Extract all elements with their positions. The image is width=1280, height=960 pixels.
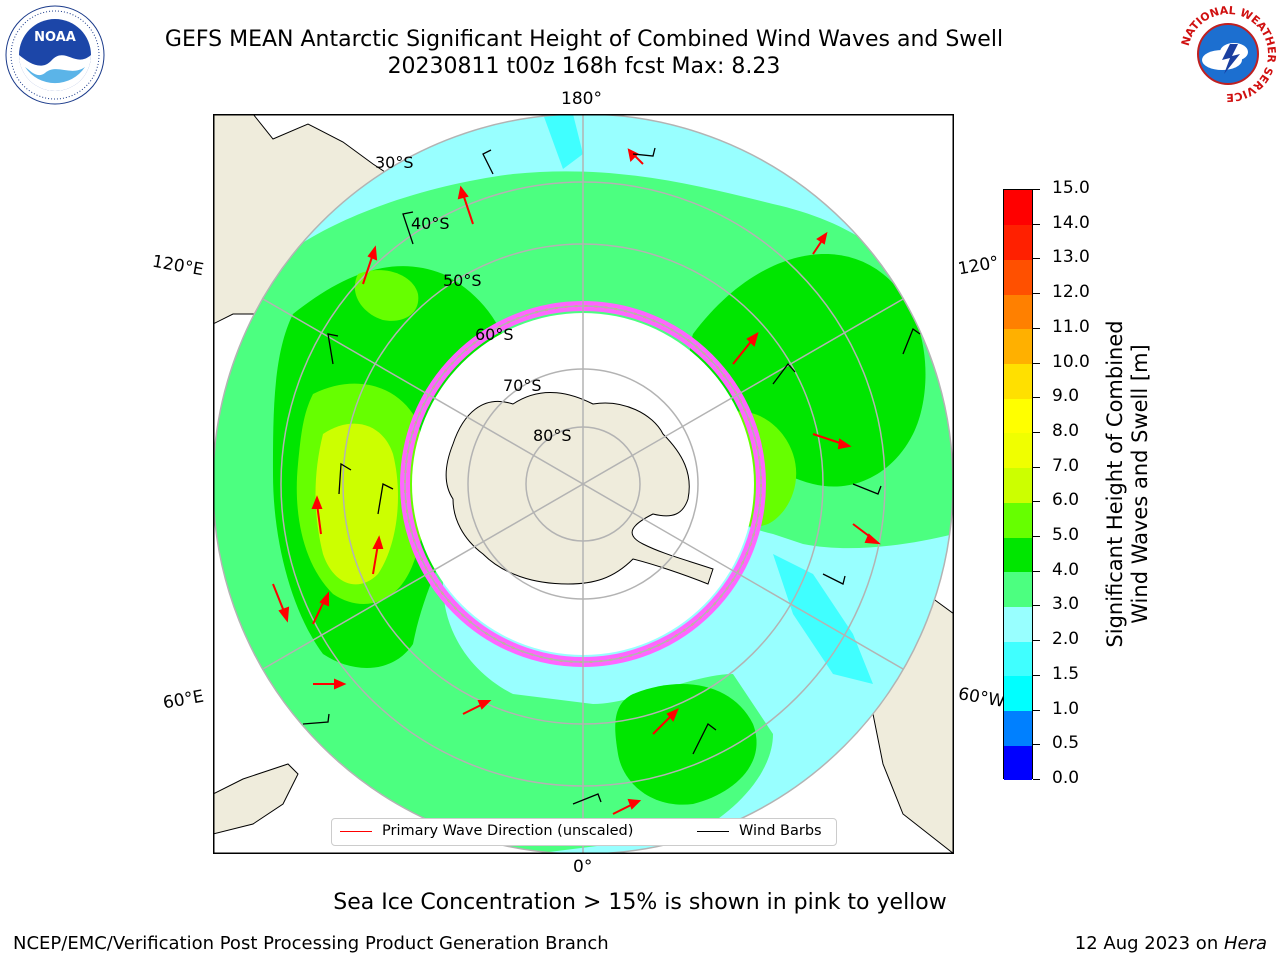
lat-label-80s: 80°S (533, 426, 572, 445)
colorbar-tick-label: 12.0 (1052, 282, 1090, 303)
colorbar-tick-mark (1033, 431, 1040, 433)
footer-date: 12 Aug 2023 on Hera (1075, 933, 1267, 954)
legend-red-line-icon (340, 830, 372, 832)
colorbar-tick-label: 0.0 (1052, 768, 1080, 788)
colorbar-tick-label: 13.0 (1052, 247, 1090, 268)
colorbar-label: Significant Height of Combined Wind Wave… (1103, 320, 1153, 647)
wind-barbs (302, 147, 921, 805)
lat-label-60s: 60°S (475, 325, 514, 344)
footer-host: Hera (1223, 933, 1267, 954)
lon-label-120e: 120°E (150, 251, 206, 281)
colorbar-tick-label: 10.0 (1052, 351, 1090, 372)
colorbar-tick-label: 2.0 (1052, 629, 1080, 650)
colorbar-tick-mark (1033, 536, 1040, 538)
antarctica-landmass (445, 391, 714, 585)
colorbar-segment (1004, 710, 1032, 746)
colorbar-tick-label: 8.0 (1052, 420, 1080, 441)
antarctic-wave-height-map: 30°S 40°S 50°S 60°S 70°S 80°S (213, 114, 954, 854)
colorbar-tick-mark (1033, 570, 1040, 572)
colorbar-segment (1004, 571, 1032, 607)
lon-label-120w: 120° (956, 252, 1001, 280)
colorbar-tick-mark (1033, 327, 1040, 329)
colorbar-segment (1004, 363, 1032, 399)
colorbar-segment (1004, 328, 1032, 365)
colorbar-tick-label: 6.0 (1052, 490, 1080, 511)
map-subtitle: 20230811 t00z 168h fcst Max: 8.23 (387, 54, 781, 79)
colorbar-tick-mark (1033, 640, 1040, 642)
colorbar-segment (1004, 537, 1032, 573)
colorbar-segment (1004, 224, 1032, 260)
colorbar-tick-mark (1033, 293, 1040, 295)
colorbar-segment (1004, 467, 1032, 503)
noaa-logo-icon: NOAA (5, 5, 105, 105)
legend-primary-wave: Primary Wave Direction (unscaled) (340, 823, 633, 839)
colorbar-tick-mark (1033, 779, 1040, 780)
colorbar-tick-label: 1.5 (1052, 663, 1080, 684)
colorbar-tick-mark (1033, 189, 1040, 190)
colorbar-tick-label: 15.0 (1052, 178, 1090, 198)
colorbar-segment (1004, 502, 1032, 538)
colorbar-segment (1004, 398, 1032, 434)
lon-label-180: 180° (561, 89, 602, 109)
colorbar-tick-label: 7.0 (1052, 455, 1080, 476)
lat-label-70s: 70°S (503, 376, 542, 395)
svg-text:NOAA: NOAA (34, 30, 76, 45)
colorbar-tick-mark (1033, 709, 1040, 711)
colorbar-segment (1004, 641, 1032, 677)
lon-label-0: 0° (573, 857, 593, 877)
primary-wave-arrows (272, 148, 881, 815)
colorbar-tick-mark (1033, 362, 1040, 364)
lon-label-60w: 60°W (956, 684, 1007, 712)
colorbar-segment (1004, 606, 1032, 642)
colorbar-tick-label: 0.5 (1052, 733, 1080, 754)
legend-wind-barbs: Wind Barbs (697, 823, 822, 839)
footer-date-text: 12 Aug 2023 on (1074, 933, 1224, 954)
map-title: GEFS MEAN Antarctic Significant Height o… (164, 27, 1004, 52)
legend-wind-barbs-label: Wind Barbs (739, 823, 822, 839)
colorbar-segment (1004, 432, 1032, 469)
colorbar-tick-label: 9.0 (1052, 386, 1080, 407)
colorbar-tick-label: 3.0 (1052, 594, 1080, 615)
colorbar-tick-mark (1033, 258, 1040, 260)
colorbar-segment (1004, 675, 1032, 712)
sea-ice-footnote: Sea Ice Concentration > 15% is shown in … (333, 890, 947, 915)
colorbar (1003, 189, 1033, 781)
map-border (213, 114, 954, 854)
lon-label-60e: 60°E (161, 686, 206, 714)
colorbar-segment (1004, 259, 1032, 295)
lat-label-50s: 50°S (443, 271, 482, 290)
colorbar-label-line1: Significant Height of Combined (1102, 320, 1127, 648)
colorbar-tick-label: 5.0 (1052, 525, 1080, 546)
lat-label-30s: 30°S (375, 153, 414, 172)
colorbar-tick-mark (1033, 605, 1040, 607)
colorbar-tick-mark (1033, 223, 1040, 225)
colorbar-tick-label: 14.0 (1052, 212, 1090, 233)
colorbar-tick-mark (1033, 501, 1040, 503)
map-legend: Primary Wave Direction (unscaled) Wind B… (331, 818, 837, 846)
colorbar-segment (1004, 745, 1032, 781)
colorbar-tick-mark (1033, 466, 1040, 468)
colorbar-tick-label: 11.0 (1052, 316, 1090, 337)
national-weather-service-logo-icon: NATIONAL WEATHER SERVICE (1179, 4, 1278, 104)
colorbar-tick-label: 4.0 (1052, 559, 1080, 580)
legend-primary-wave-label: Primary Wave Direction (unscaled) (382, 823, 634, 839)
colorbar-tick-label: 1.0 (1052, 698, 1080, 719)
colorbar-segment (1004, 294, 1032, 330)
colorbar-tick-mark (1033, 397, 1040, 399)
legend-black-line-icon (697, 830, 729, 832)
colorbar-segment (1004, 190, 1032, 226)
colorbar-tick-mark (1033, 744, 1040, 746)
colorbar-label-line2: Wind Waves and Swell [m] (1128, 344, 1152, 624)
colorbar-tick-mark (1033, 674, 1040, 676)
footer-organization: NCEP/EMC/Verification Post Processing Pr… (13, 933, 609, 954)
lat-label-40s: 40°S (411, 214, 450, 233)
